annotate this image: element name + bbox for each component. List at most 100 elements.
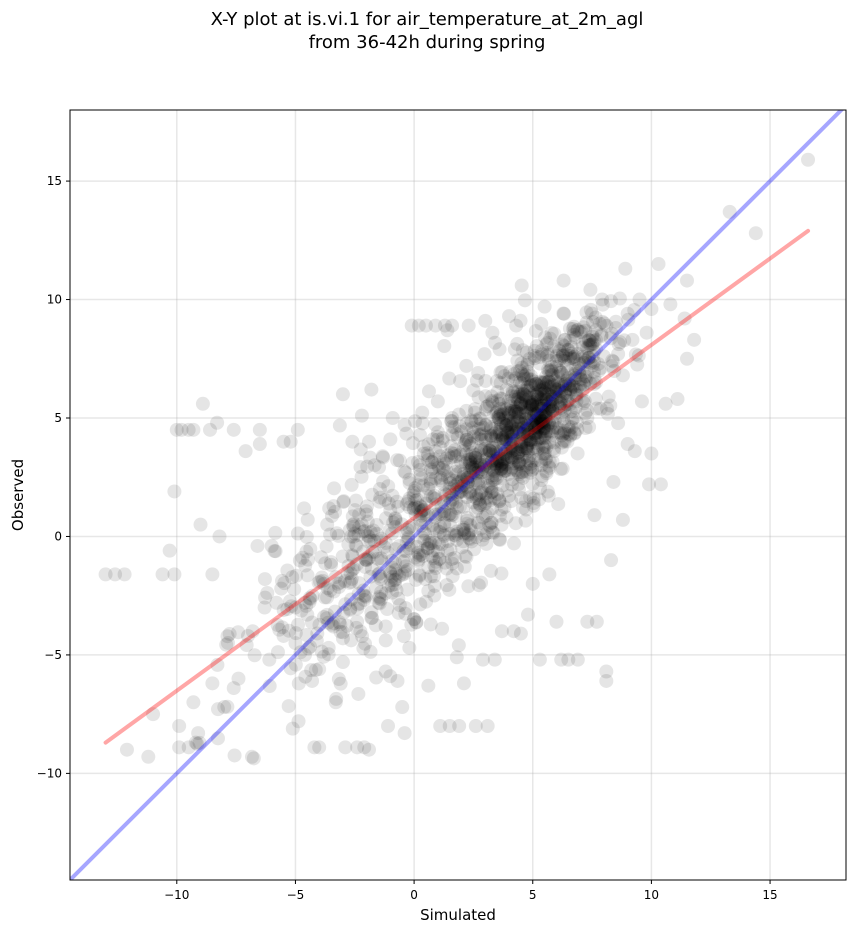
scatter-point	[428, 471, 443, 486]
scatter-point	[503, 444, 518, 459]
scatter-point	[487, 426, 502, 441]
scatter-point	[357, 523, 372, 538]
scatter-point	[367, 533, 382, 548]
scatter-point	[380, 719, 395, 733]
scatter-point	[299, 529, 314, 544]
scatter-point	[574, 372, 589, 387]
scatter-point	[493, 454, 508, 469]
scatter-point	[492, 492, 507, 507]
scatter-point	[321, 615, 336, 630]
scatter-point	[562, 321, 577, 336]
y-tick-label: −5	[44, 648, 62, 662]
scatter-point	[499, 432, 514, 447]
scatter-point	[522, 425, 537, 440]
scatter-point	[452, 418, 467, 433]
scatter-point	[597, 316, 612, 331]
scatter-point	[547, 406, 562, 421]
scatter-point	[219, 637, 234, 652]
scatter-point	[587, 508, 602, 523]
scatter-point	[368, 618, 383, 633]
scatter-point	[358, 589, 373, 604]
scatter-point	[346, 561, 361, 576]
scatter-point	[373, 569, 388, 584]
scatter-point	[372, 589, 387, 604]
scatter-point	[498, 432, 513, 447]
scatter-point	[345, 549, 360, 564]
scatter-point	[454, 424, 469, 439]
scatter-point	[493, 415, 508, 430]
scatter-point	[186, 422, 201, 437]
scatter-point	[492, 458, 507, 473]
scatter-point	[419, 594, 434, 609]
scatter-point	[534, 458, 549, 473]
scatter-point	[486, 409, 501, 424]
scatter-point	[642, 477, 657, 492]
scatter-point	[433, 719, 448, 733]
scatter-point	[577, 377, 592, 392]
y-tick-label: 0	[54, 529, 62, 543]
scatter-point	[500, 413, 515, 428]
scatter-point	[535, 375, 550, 390]
scatter-point	[606, 354, 621, 369]
scatter-point	[439, 578, 454, 593]
scatter-point	[543, 331, 558, 346]
scatter-point	[383, 669, 398, 684]
scatter-point	[607, 364, 622, 379]
scatter-point	[388, 572, 403, 587]
scatter-point	[374, 553, 389, 568]
scatter-point	[463, 532, 478, 547]
scatter-point	[448, 509, 463, 524]
scatter-point	[537, 446, 552, 461]
scatter-point	[449, 500, 464, 515]
scatter-point	[537, 382, 552, 397]
scatter-point	[456, 466, 471, 481]
scatter-point	[528, 427, 543, 442]
scatter-point	[505, 454, 520, 469]
scatter-point	[462, 530, 477, 545]
scatter-point	[510, 391, 525, 406]
scatter-point	[462, 438, 477, 453]
scatter-point	[468, 450, 483, 465]
scatter-point	[301, 641, 316, 656]
scatter-point	[454, 484, 469, 499]
scatter-point	[462, 465, 477, 480]
scatter-point	[565, 350, 580, 365]
scatter-point	[439, 464, 454, 479]
scatter-point	[454, 474, 469, 489]
scatter-point	[566, 327, 581, 342]
scatter-point	[516, 419, 531, 434]
scatter-point	[378, 633, 393, 648]
scatter-point	[384, 578, 399, 593]
scatter-point	[226, 422, 241, 437]
scatter-point	[388, 555, 403, 570]
scatter-point	[460, 510, 475, 525]
scatter-point	[415, 405, 430, 420]
scatter-point	[481, 445, 496, 460]
scatter-point	[479, 491, 494, 506]
scatter-point	[260, 585, 275, 600]
scatter-point	[501, 371, 516, 386]
scatter-point	[513, 396, 528, 411]
scatter-point	[530, 416, 545, 431]
scatter-point	[579, 369, 594, 384]
scatter-point	[511, 454, 526, 469]
scatter-point	[317, 590, 332, 605]
scatter-point	[504, 425, 519, 440]
scatter-point	[547, 379, 562, 394]
scatter-point	[547, 339, 562, 354]
scatter-point	[588, 375, 603, 390]
scatter-point	[300, 512, 315, 527]
scatter-point	[495, 365, 510, 380]
scatter-point	[167, 567, 182, 582]
scatter-point	[440, 543, 455, 558]
scatter-point	[577, 350, 592, 365]
scatter-point	[494, 517, 509, 532]
scatter-point	[335, 625, 350, 640]
scatter-point	[418, 526, 433, 541]
scatter-point	[499, 510, 514, 525]
scatter-point	[583, 356, 598, 371]
scatter-point	[538, 413, 553, 428]
scatter-point	[339, 618, 354, 633]
scatter-point	[478, 373, 493, 388]
scatter-point	[378, 664, 393, 679]
